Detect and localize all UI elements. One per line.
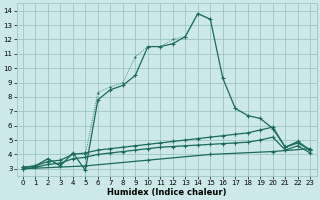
X-axis label: Humidex (Indice chaleur): Humidex (Indice chaleur) — [107, 188, 226, 197]
